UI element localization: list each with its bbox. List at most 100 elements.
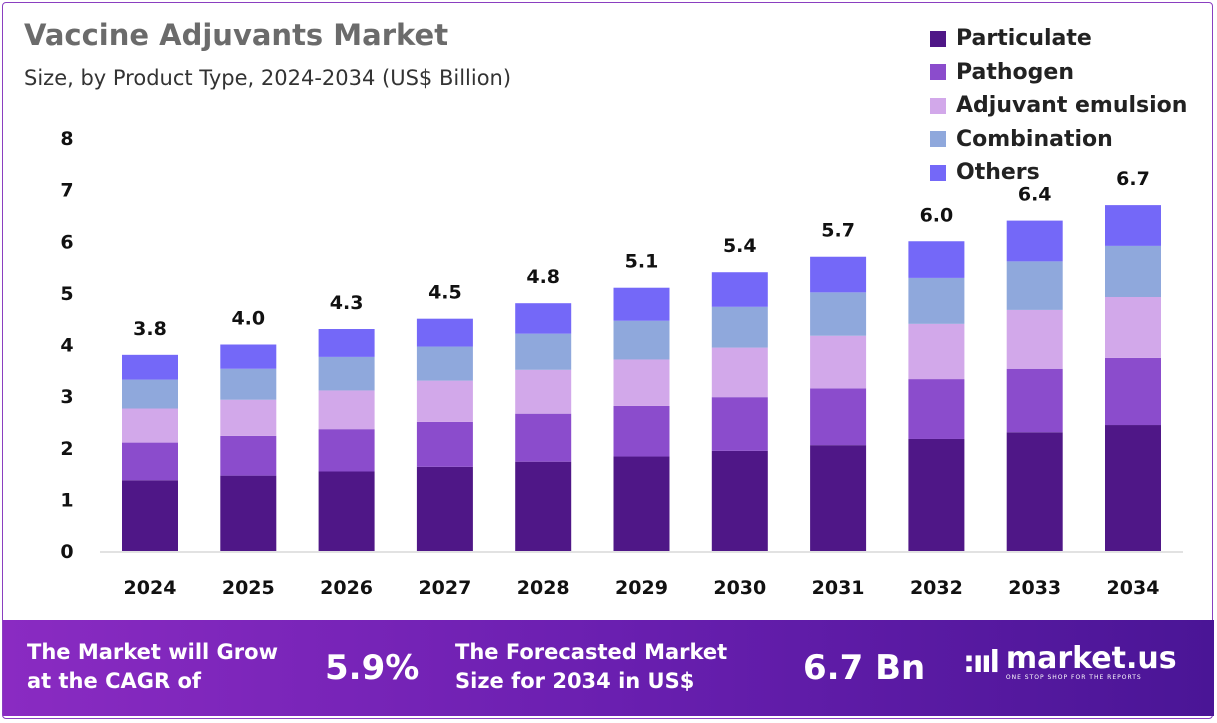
bar-segment-combination (122, 379, 178, 409)
x-tick-label: 2026 (320, 577, 373, 599)
bar-segment-others (711, 272, 768, 307)
legend-item-others: Others (930, 156, 1187, 190)
bar-segment-particulate (416, 466, 473, 551)
bar-segment-particulate (613, 456, 670, 551)
bar-segment-pathogen (711, 397, 768, 451)
bar-segment-adjuvant-emulsion (1105, 297, 1161, 358)
bar-segment-combination (613, 320, 670, 360)
bar-segment-particulate (711, 450, 768, 551)
bar-total-label: 4.8 (526, 266, 560, 288)
bar-total-label: 5.7 (821, 220, 855, 242)
forecast-value: 6.7 Bn (803, 648, 926, 688)
bar-segment-combination (318, 356, 375, 391)
cagr-label-line: at the CAGR of (27, 669, 202, 693)
bar-segment-others (1105, 205, 1161, 246)
x-tick-label: 2025 (222, 577, 275, 599)
forecast-label: The Forecasted Market Size for 2034 in U… (455, 638, 727, 696)
bar-segment-particulate (810, 445, 867, 551)
y-tick-label: 7 (60, 180, 73, 202)
bar-segment-combination (515, 333, 572, 370)
bar-segment-adjuvant-emulsion (318, 390, 375, 430)
y-tick-label: 4 (60, 335, 73, 357)
bar-segment-adjuvant-emulsion (810, 335, 867, 389)
y-tick-label: 5 (60, 283, 73, 305)
legend-item-adjuvant-emulsion: Adjuvant emulsion (930, 89, 1187, 123)
bar-segment-particulate (220, 475, 277, 551)
legend-item-pathogen: Pathogen (930, 56, 1187, 90)
bar-segment-adjuvant-emulsion (122, 408, 178, 443)
bar-segment-others (122, 354, 178, 380)
bar-segment-adjuvant-emulsion (515, 369, 572, 414)
bar-total-label: 4.3 (330, 292, 364, 314)
bar-segment-pathogen (810, 388, 867, 446)
bar-segment-particulate (318, 471, 375, 551)
legend-swatch (930, 131, 946, 148)
bar-segment-pathogen (318, 429, 375, 472)
x-tick-label: 2029 (615, 577, 668, 599)
y-tick-label: 8 (60, 128, 73, 150)
y-tick-label: 3 (60, 386, 73, 408)
bar-segment-pathogen (515, 413, 572, 462)
y-tick-label: 0 (60, 541, 73, 563)
bar-segment-pathogen (1006, 368, 1063, 433)
bar-segment-others (613, 287, 670, 321)
bar-segment-adjuvant-emulsion (711, 347, 768, 398)
bar-segment-pathogen (613, 405, 670, 457)
x-tick-label: 2032 (910, 577, 963, 599)
bar-segment-particulate (515, 461, 572, 551)
bar-segment-combination (416, 346, 473, 381)
bar-segment-combination (908, 277, 965, 324)
cagr-label-line: The Market will Grow (27, 640, 278, 664)
legend-swatch (930, 64, 946, 81)
legend-swatch (930, 30, 946, 47)
cagr-label: The Market will Grow at the CAGR of (27, 638, 278, 696)
x-tick-label: 2028 (517, 577, 570, 599)
bar-total-label: 6.4 (1018, 184, 1052, 206)
x-tick-label: 2030 (713, 577, 766, 599)
legend-swatch (930, 97, 946, 114)
legend-swatch (930, 164, 946, 181)
bar-segment-pathogen (122, 442, 178, 481)
logo-name: market.us (1005, 641, 1177, 676)
market-us-logo: :ııl market.us ONE STOP SHOP FOR THE REP… (963, 641, 1177, 682)
bar-segment-combination (711, 306, 768, 348)
bar-segment-adjuvant-emulsion (1006, 309, 1063, 369)
bar-segment-particulate (1006, 432, 1063, 551)
bar-segment-others (318, 329, 375, 357)
bar-total-label: 5.1 (625, 251, 659, 273)
x-tick-label: 2027 (418, 577, 471, 599)
legend: Particulate Pathogen Adjuvant emulsion C… (930, 22, 1187, 190)
bar-segment-others (908, 241, 965, 278)
bar-total-label: 4.0 (231, 308, 265, 330)
bar-segment-adjuvant-emulsion (416, 380, 473, 422)
bar-segment-combination (810, 292, 867, 336)
chart-title: Vaccine Adjuvants Market (24, 18, 449, 52)
bar-total-label: 4.5 (428, 282, 462, 304)
bar-segment-others (810, 256, 867, 293)
legend-item-particulate: Particulate (930, 22, 1187, 56)
chart-subtitle: Size, by Product Type, 2024-2034 (US$ Bi… (24, 66, 512, 90)
legend-item-combination: Combination (930, 123, 1187, 157)
bar-segment-adjuvant-emulsion (613, 359, 670, 406)
summary-banner: The Market will Grow at the CAGR of 5.9%… (3, 620, 1214, 716)
x-tick-label: 2033 (1008, 577, 1061, 599)
bar-segment-particulate (908, 438, 965, 551)
bar-segment-combination (220, 368, 277, 400)
bar-total-label: 5.4 (723, 235, 757, 257)
bar-segment-adjuvant-emulsion (908, 323, 965, 380)
bar-segment-adjuvant-emulsion (220, 399, 277, 436)
forecast-label-line: The Forecasted Market (455, 640, 728, 664)
bar-segment-others (220, 344, 277, 369)
logo-icon: :ııl (963, 645, 1000, 680)
bar-segment-pathogen (1105, 357, 1161, 426)
bar-segment-others (515, 303, 572, 334)
cagr-value: 5.9% (325, 648, 420, 688)
y-tick-label: 1 (60, 489, 73, 511)
bar-segment-particulate (1105, 425, 1161, 551)
bar-segment-combination (1105, 245, 1161, 298)
x-tick-label: 2031 (812, 577, 865, 599)
x-tick-label: 2034 (1107, 577, 1160, 599)
x-tick-label: 2024 (124, 577, 177, 599)
